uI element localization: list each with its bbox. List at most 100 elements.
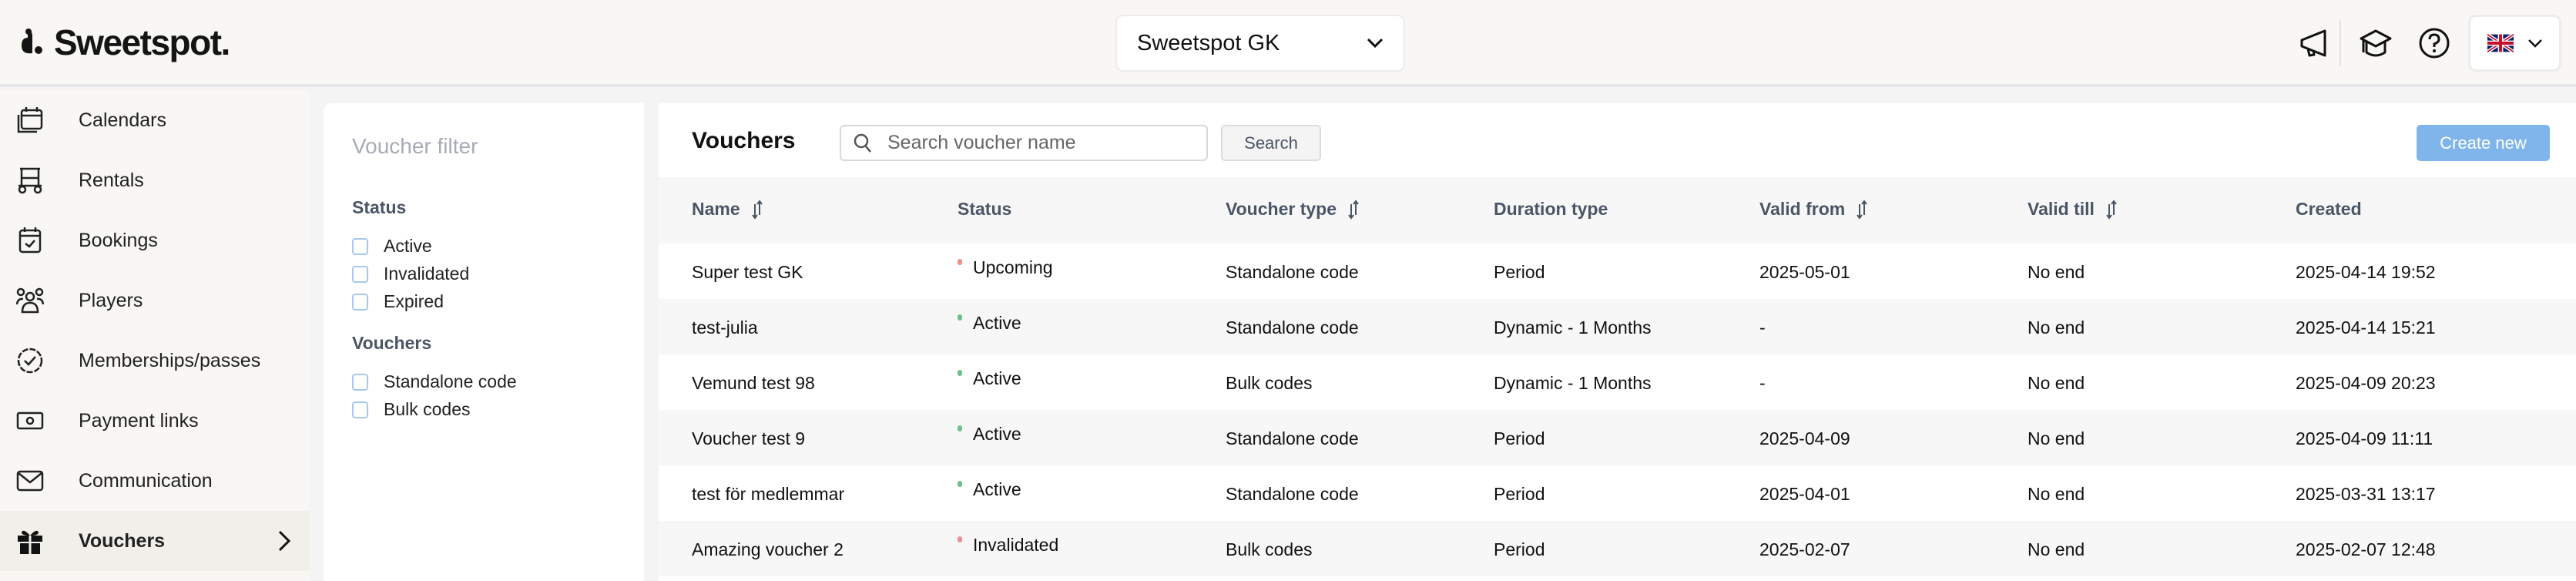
top-header: Sweetspot. Sweetspot GK: [0, 0, 2576, 87]
table-row[interactable]: test för medlemmar Active Standalone code P…: [659, 465, 2576, 521]
cell-text: Dynamic - 1 Months: [1494, 317, 1652, 338]
cell-text: Standalone code: [1226, 484, 1359, 504]
sidebar-item-rentals[interactable]: Rentals: [0, 150, 309, 210]
column-header-name[interactable]: Name: [692, 199, 763, 220]
status-dot: [958, 481, 962, 487]
language-selector[interactable]: [2468, 15, 2561, 72]
table-row[interactable]: Voucher test 9 Active Standalone code Perio…: [659, 410, 2576, 465]
table-row[interactable]: Amazing voucher 2 Invalidated Bulk codes Pe…: [659, 521, 2576, 576]
cell-duration-type: Period: [1494, 484, 1545, 505]
cell-text: Amazing voucher 2: [692, 539, 844, 559]
checkbox[interactable]: [352, 237, 368, 255]
filter-checkbox-invalidated[interactable]: Invalidated: [352, 264, 469, 284]
cell-valid-till: No end: [2028, 373, 2085, 394]
filter-checkbox-active[interactable]: Active: [352, 236, 432, 257]
checkbox[interactable]: [352, 373, 368, 391]
cell-text: Standalone code: [1226, 317, 1359, 338]
calendar-icon: [17, 107, 43, 133]
cell-voucher-type: Standalone code: [1226, 317, 1359, 338]
sort-icon[interactable]: [2105, 199, 2118, 220]
cell-status: Active: [958, 424, 1021, 445]
sidebar-item-communication[interactable]: Communication: [0, 451, 309, 511]
cell-text: 2025-02-07 12:48: [2296, 539, 2436, 559]
sidebar-item-bookings[interactable]: Bookings: [0, 210, 309, 270]
money-icon: [16, 411, 44, 430]
status-dot: [958, 259, 962, 265]
cell-text: 2025-05-01: [1759, 262, 1850, 282]
search-input[interactable]: [887, 132, 1196, 154]
sort-icon[interactable]: [751, 199, 763, 220]
column-header-valid-till[interactable]: Valid till: [2028, 199, 2118, 220]
chevron-down-icon: [1367, 38, 1384, 49]
chevron-right-icon: [278, 530, 291, 552]
sidebar-item-memberships[interactable]: Memberships/passes: [0, 331, 309, 391]
table-row[interactable]: Super test GK Upcoming Standalone code Peri…: [659, 243, 2576, 299]
cell-valid-from: 2025-04-01: [1759, 484, 1850, 505]
table-row[interactable]: Vemund test 98 Active Bulk codes Dynamic - …: [659, 354, 2576, 410]
logo[interactable]: Sweetspot.: [18, 22, 230, 63]
status-dot: [958, 314, 962, 321]
cell-text: test för medlemmar: [692, 484, 845, 504]
megaphone-icon[interactable]: [2299, 26, 2333, 60]
cell-text: No end: [2028, 539, 2085, 559]
sidebar-item-players[interactable]: Players: [0, 270, 309, 331]
column-header-label: Created: [2296, 199, 2362, 219]
cell-voucher-type: Standalone code: [1226, 484, 1359, 505]
cell-created: 2025-02-07 12:48: [2296, 539, 2436, 560]
sidebar-item-label: Vouchers: [79, 529, 166, 552]
cell-duration-type: Dynamic - 1 Months: [1494, 373, 1652, 394]
status-dot: [958, 370, 962, 376]
cell-text: -: [1759, 317, 1766, 338]
calendar-check-icon: [18, 227, 42, 254]
table-row[interactable]: test-julia Active Standalone code Dynamic -…: [659, 299, 2576, 354]
sidebar-item-label: Bookings: [79, 229, 158, 251]
help-icon[interactable]: [2417, 26, 2451, 60]
search-button[interactable]: Search: [1221, 125, 1321, 161]
column-header-label: Valid from: [1759, 199, 1846, 219]
cell-valid-till: No end: [2028, 539, 2085, 560]
checkbox-label: Bulk codes: [384, 399, 471, 419]
cell-created: 2025-04-14 19:52: [2296, 262, 2436, 283]
cell-text: Period: [1494, 484, 1545, 504]
cell-created: 2025-04-14 15:21: [2296, 317, 2436, 338]
column-header-label: Voucher type: [1226, 199, 1337, 219]
sidebar-item-calendars[interactable]: Calendars: [0, 90, 309, 150]
cell-text: Dynamic - 1 Months: [1494, 373, 1652, 393]
column-header-valid-from[interactable]: Valid from: [1759, 199, 1868, 220]
graduation-cap-icon[interactable]: [2359, 26, 2393, 60]
cell-text: 2025-04-14 19:52: [2296, 262, 2436, 282]
checkbox-label: Invalidated: [384, 264, 470, 284]
checkbox[interactable]: [352, 265, 368, 283]
create-new-button[interactable]: Create new: [2417, 125, 2550, 161]
cell-text: 2025-03-31 13:17: [2296, 484, 2436, 504]
checkbox[interactable]: [352, 401, 368, 418]
filter-checkbox-expired[interactable]: Expired: [352, 291, 444, 312]
checkbox-label: Standalone code: [384, 371, 517, 391]
checkbox[interactable]: [352, 293, 368, 311]
cell-name: test-julia: [692, 317, 758, 338]
column-header-voucher-type[interactable]: Voucher type: [1226, 199, 1360, 220]
cell-text: -: [1759, 373, 1766, 393]
vouchers-panel: Vouchers Search Create new Name Status Vou…: [659, 103, 2576, 581]
cell-text: Standalone code: [1226, 262, 1359, 282]
cell-text: Period: [1494, 262, 1545, 282]
cell-text: No end: [2028, 428, 2085, 448]
search-box[interactable]: [840, 125, 1208, 161]
sidebar-item-payment-links[interactable]: Payment links: [0, 391, 309, 451]
cell-status: Active: [958, 479, 1021, 500]
filter-checkbox-standalone[interactable]: Standalone code: [352, 371, 517, 392]
filter-checkbox-bulk[interactable]: Bulk codes: [352, 399, 471, 420]
sidebar-item-label: Rentals: [79, 169, 144, 191]
sort-icon[interactable]: [1347, 199, 1360, 220]
sort-icon[interactable]: [1856, 199, 1868, 220]
cell-valid-till: No end: [2028, 484, 2085, 505]
gift-icon: [18, 530, 42, 554]
column-header-label: Valid till: [2028, 199, 2095, 219]
cell-valid-till: No end: [2028, 428, 2085, 449]
club-selector[interactable]: Sweetspot GK: [1115, 15, 1405, 72]
cell-text: test-julia: [692, 317, 758, 338]
cell-valid-from: 2025-04-09: [1759, 428, 1850, 449]
status-dot: [958, 425, 962, 432]
cell-text: Super test GK: [692, 262, 803, 282]
sidebar-item-vouchers[interactable]: Vouchers: [0, 511, 309, 571]
